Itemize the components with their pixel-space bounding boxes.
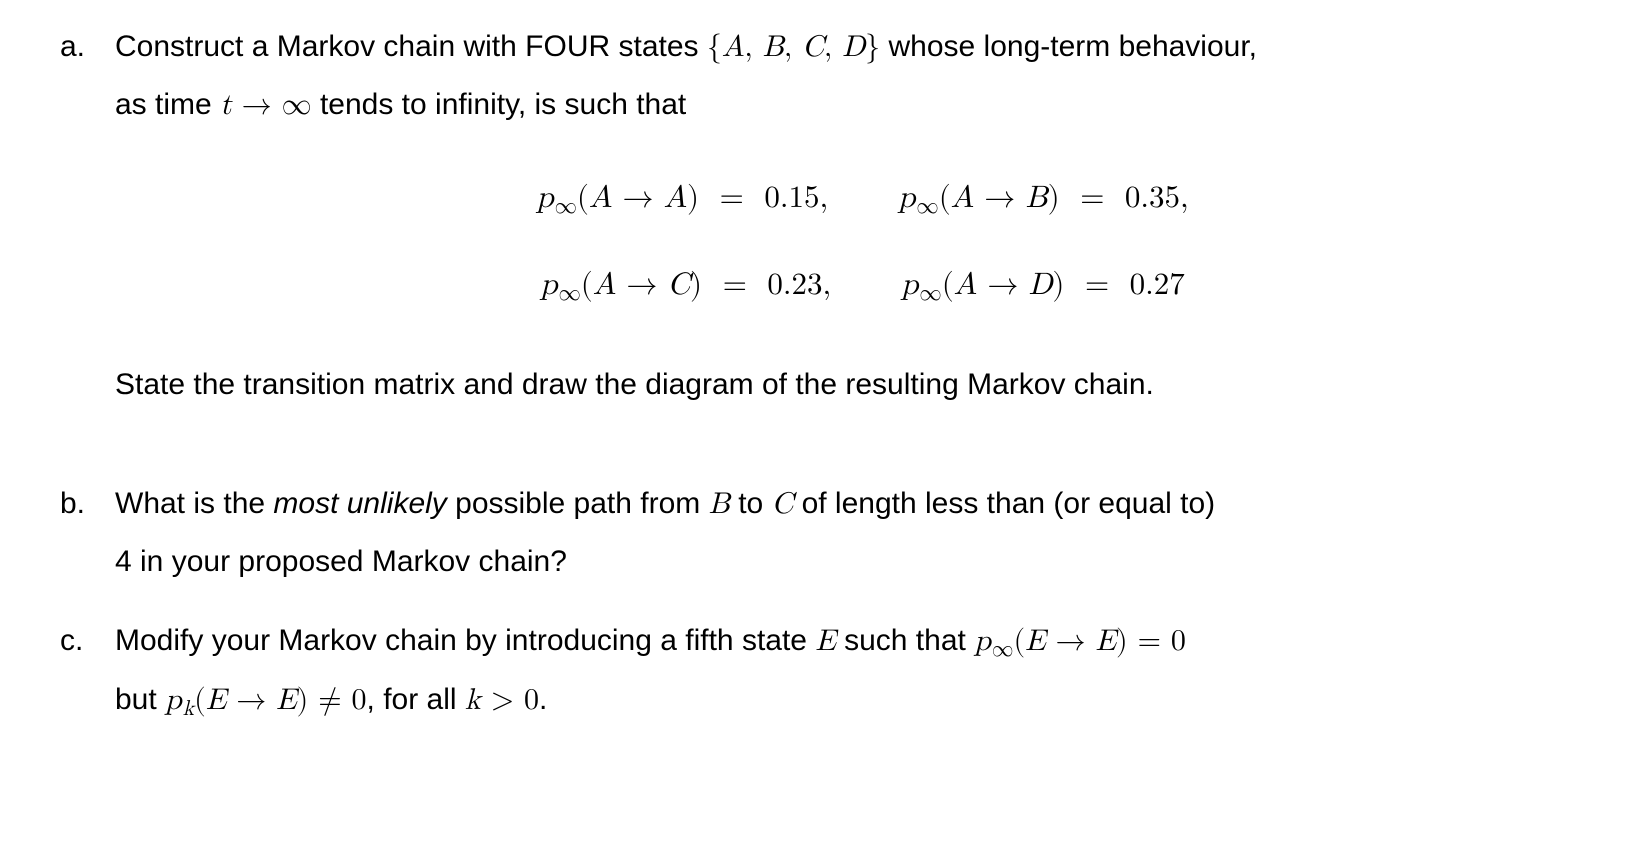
equation-row-2: p∞(A → C) = 0.23, p∞(A → D) = 0.27 bbox=[115, 257, 1610, 316]
eq-AD-rhs: 0.27 bbox=[1130, 270, 1185, 301]
spacer-after-b bbox=[60, 600, 1610, 612]
eq-AB-sub: ∞ bbox=[915, 196, 938, 218]
eq-AA-rhs: 0.15, bbox=[764, 183, 828, 214]
eq-AC-eq: = bbox=[702, 270, 767, 301]
part-b-C: C bbox=[772, 489, 794, 519]
spacer-after-a bbox=[60, 423, 1610, 475]
eq-AB: p∞(A → B) = 0.35, bbox=[898, 170, 1189, 229]
eq-AC-arg: (A → C) bbox=[581, 270, 702, 301]
part-a: a. Construct a Markov chain with FOUR st… bbox=[60, 18, 1610, 413]
eq-AC-rhs: 0.23, bbox=[767, 270, 831, 301]
part-c-eq1-sub: ∞ bbox=[991, 640, 1014, 661]
eq-AC: p∞(A → C) = 0.23, bbox=[540, 257, 831, 316]
eq-AB-p: p bbox=[898, 183, 915, 214]
eq-AB-eq: = bbox=[1060, 183, 1125, 214]
part-c-line2: but pk(E → E) ≠ 0, for all k > 0. bbox=[115, 671, 1610, 730]
part-a-line2-pre: as time bbox=[115, 88, 220, 121]
part-c-E1: E bbox=[815, 626, 835, 656]
part-b-emph: most unlikely bbox=[273, 487, 446, 520]
part-c-eq1-p: p bbox=[974, 626, 991, 656]
part-b-pre1: What is the bbox=[115, 487, 273, 520]
part-a-line2-math: t → ∞ bbox=[220, 90, 312, 120]
part-b-body: What is the most unlikely possible path … bbox=[115, 475, 1610, 590]
part-c-line1: Modify your Markov chain by introducing … bbox=[115, 612, 1610, 671]
eq-AB-rhs: 0.35, bbox=[1125, 183, 1189, 214]
part-c-line2-mid: , for all bbox=[367, 683, 465, 716]
equation-block: p∞(A → A) = 0.15, p∞(A → B) = 0.35, p∞(A… bbox=[115, 170, 1610, 316]
eq-AA-eq: = bbox=[699, 183, 764, 214]
eq-AD-eq: = bbox=[1064, 270, 1129, 301]
part-c: c. Modify your Markov chain by introduci… bbox=[60, 612, 1610, 730]
part-a-line2-post: tends to infinity, is such that bbox=[312, 88, 687, 121]
part-a-line1-pre: Construct a Markov chain with FOUR state… bbox=[115, 30, 707, 63]
eq-AB-arg: (A → B) bbox=[939, 183, 1060, 214]
eq-AD-arg: (A → D) bbox=[942, 270, 1065, 301]
part-c-mid: such that bbox=[836, 624, 974, 657]
part-b-label: b. bbox=[60, 475, 115, 532]
page: a. Construct a Markov chain with FOUR st… bbox=[0, 0, 1650, 760]
part-c-body: Modify your Markov chain by introducing … bbox=[115, 612, 1610, 730]
part-c-line2-pre: but bbox=[115, 683, 165, 716]
eq-AC-p: p bbox=[540, 270, 557, 301]
part-c-eq2-sub: k bbox=[182, 699, 194, 720]
part-c-eq1: p∞(E → E) = 0 bbox=[974, 626, 1186, 656]
part-c-pre: Modify your Markov chain by introducing … bbox=[115, 624, 815, 657]
eq-AD-sub: ∞ bbox=[918, 283, 941, 305]
part-c-eq3: k > 0 bbox=[465, 685, 539, 715]
part-b-mid1: to bbox=[730, 487, 772, 520]
part-a-line2: as time t → ∞ tends to infinity, is such… bbox=[115, 76, 1610, 134]
part-b-post1: possible path from bbox=[447, 487, 709, 520]
part-b-line2: 4 in your proposed Markov chain? bbox=[115, 533, 1610, 590]
eq-AA-p: p bbox=[536, 183, 553, 214]
part-c-eq2: pk(E → E) ≠ 0 bbox=[165, 685, 367, 715]
part-c-eq2-p: p bbox=[165, 685, 182, 715]
part-a-line1: Construct a Markov chain with FOUR state… bbox=[115, 18, 1610, 76]
part-b: b. What is the most unlikely possible pa… bbox=[60, 475, 1610, 590]
part-a-label: a. bbox=[60, 18, 115, 75]
part-a-line1-post: whose long-term behaviour, bbox=[880, 30, 1257, 63]
eq-AA: p∞(A → A) = 0.15, bbox=[536, 170, 828, 229]
eq-AD: p∞(A → D) = 0.27 bbox=[901, 257, 1185, 316]
eq-AA-sub: ∞ bbox=[554, 196, 577, 218]
eq-AD-p: p bbox=[901, 270, 918, 301]
part-a-body: Construct a Markov chain with FOUR state… bbox=[115, 18, 1610, 413]
part-a-closing: State the transition matrix and draw the… bbox=[115, 356, 1610, 413]
part-c-label: c. bbox=[60, 612, 115, 669]
part-b-line1: What is the most unlikely possible path … bbox=[115, 475, 1610, 533]
part-a-set: {A, B, C, D} bbox=[707, 32, 880, 62]
part-b-B: B bbox=[709, 489, 730, 519]
eq-AA-arg: (A → A) bbox=[577, 183, 699, 214]
part-c-line2-post: . bbox=[539, 683, 547, 716]
eq-AC-sub: ∞ bbox=[557, 283, 580, 305]
equation-row-1: p∞(A → A) = 0.15, p∞(A → B) = 0.35, bbox=[115, 170, 1610, 229]
part-b-post2: of length less than (or equal to) bbox=[793, 487, 1215, 520]
